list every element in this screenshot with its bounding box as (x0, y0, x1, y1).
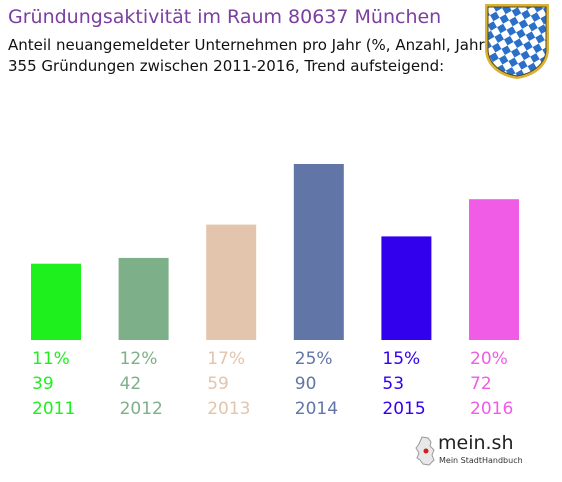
count-label-2011: 39 (32, 374, 54, 394)
count-label-2013: 59 (207, 374, 229, 394)
year-label-2013: 2013 (207, 399, 250, 419)
count-label-2016: 72 (470, 374, 492, 394)
year-label-2014: 2014 (295, 399, 338, 419)
chart-title: Gründungsaktivität im Raum 80637 München (8, 6, 442, 28)
percent-label-2012: 12% (120, 349, 158, 369)
germany-map-icon (415, 436, 435, 466)
count-label-2012: 42 (120, 374, 142, 394)
year-label-2015: 2015 (382, 399, 425, 419)
percent-label-2015: 15% (382, 349, 420, 369)
chart-subtitle-line-1: Anteil neuangemeldeter Unternehmen pro J… (8, 36, 491, 54)
bavaria-crest-icon (485, 4, 549, 79)
chart-subtitle-line-2: 355 Gründungen zwischen 2011-2016, Trend… (8, 57, 445, 75)
bar-chart: 11% 39 2011 12% 42 2012 17% 59 2013 25% 90 2014 15% 5… (31, 164, 519, 419)
percent-label-2016: 20% (470, 349, 508, 369)
brand-logo[interactable]: mein.sh Mein StadtHandbuch (414, 430, 526, 470)
bar-2016 (469, 199, 519, 340)
bar-2015 (381, 236, 432, 340)
count-label-2015: 53 (382, 374, 404, 394)
bar-2011 (31, 263, 81, 340)
percent-label-2014: 25% (295, 349, 333, 369)
bar-2012 (118, 257, 169, 340)
year-label-2016: 2016 (470, 399, 513, 419)
count-label-2014: 90 (295, 374, 317, 394)
bar-2013 (206, 224, 257, 340)
brand-tagline: Mein StadtHandbuch (439, 456, 523, 465)
percent-label-2013: 17% (207, 349, 245, 369)
percent-label-2011: 11% (32, 349, 70, 369)
year-label-2012: 2012 (120, 399, 163, 419)
bar-2014 (293, 164, 344, 340)
brand-name: mein.sh (438, 432, 514, 454)
year-label-2011: 2011 (32, 399, 75, 419)
